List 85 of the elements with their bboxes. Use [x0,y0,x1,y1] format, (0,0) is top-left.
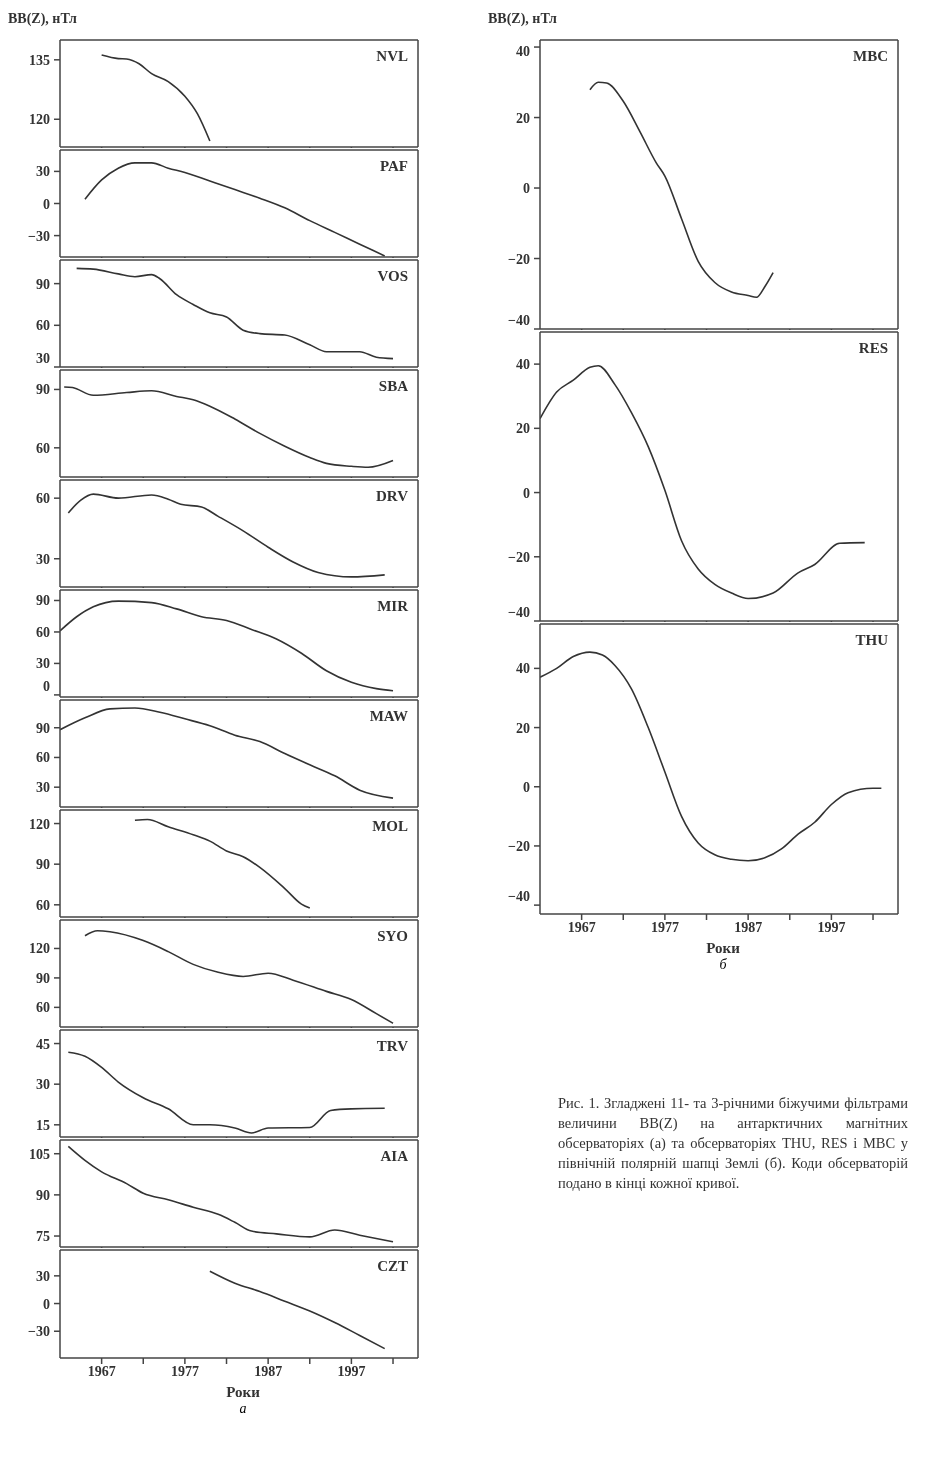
text: MAW [369,708,408,725]
line-series [540,364,866,600]
y-tick-label: 60 [36,750,50,766]
text: AIA [380,1148,408,1165]
y-tick-label: 20 [516,720,530,736]
x-axis-title: Роки [705,940,741,957]
y-tick-label: 120 [29,816,50,832]
y-tick-label: 0 [523,485,530,501]
text: MBC [853,48,888,65]
y-tick-label: 120 [29,112,50,128]
y-tick-label: 45 [36,1036,50,1052]
x-tick-label: 1997 [337,1363,366,1379]
y-tick-label: 60 [36,624,50,640]
y-tick-label: 30 [36,656,50,672]
y-tick-label: 90 [36,970,50,986]
y-tick-label: 60 [36,440,50,456]
y-tick-label: 90 [36,720,50,736]
y-tick-label: −20 [508,838,530,854]
text: DRV [376,488,408,505]
y-tick-label: 120 [29,941,50,957]
text: MOL [372,818,408,835]
text: CZT [377,1258,408,1275]
y-tick-label: 135 [29,52,50,68]
y-tick-label: 0 [43,196,50,212]
y-tick-label: 90 [36,1187,50,1203]
line-series [134,818,311,909]
x-tick-label: 1977 [650,919,679,935]
y-tick-label: 40 [516,44,530,60]
y-tick-label: 30 [36,351,50,366]
text: VOS [377,268,408,285]
text: THU [855,632,888,649]
y-tick-label: 40 [516,661,530,677]
text: SYO [377,928,408,945]
y-tick-label: 30 [36,164,50,180]
x-tick-label: 1987 [734,919,763,935]
text: б [718,957,728,973]
y-tick-label: 60 [36,1000,50,1016]
line-series [540,651,883,862]
text: а [238,1401,248,1417]
y-tick-label: −40 [508,313,530,328]
x-tick-label: 1997 [817,919,846,935]
y-tick-label: −30 [28,1324,50,1340]
y-axis-title: ВВ(Z), нТл [488,10,558,28]
y-tick-label: 60 [36,491,50,507]
y-tick-label: 60 [36,318,50,334]
x-tick-label: 1967 [87,1363,116,1379]
y-tick-label: −40 [508,889,530,905]
y-tick-label: 90 [36,382,50,398]
y-tick-label: 15 [36,1117,50,1133]
x-tick-label: 1967 [567,919,596,935]
y-tick-label: 90 [36,857,50,873]
y-tick-label: 30 [36,1268,50,1284]
text: TRV [376,1038,408,1055]
y-tick-label: 0 [43,1296,50,1312]
x-tick-label: 1987 [254,1363,283,1379]
y-tick-label: −30 [28,228,50,244]
x-tick-label: 1977 [170,1363,199,1379]
text: RES [858,340,888,357]
line-series [209,1270,386,1350]
text: Рис. 1. Згладжені 11- та 3-річними біжучими фільтрами величини ВВ(Z) на антарктичних магнітних обсерваторіях (а) та обсерваторіях THU, RES і MBC у північній полярній шапці Землі (б). Коди обсерваторій подано в кінці кожної кривої. [558,1094,908,1193]
y-tick-label: 105 [29,1146,50,1162]
x-axis-title: Роки [225,1384,261,1401]
text: NVL [376,48,408,65]
y-tick-label: −20 [508,251,530,267]
text: MIR [377,598,408,615]
y-tick-label: 90 [36,276,50,292]
line-series [100,54,211,142]
y-tick-label: −40 [508,605,530,620]
y-tick-label: 30 [36,1077,50,1093]
y-tick-label: 30 [36,780,50,796]
y-tick-label: 30 [36,551,50,567]
y-tick-label: 75 [36,1229,50,1245]
text: PAF [379,158,408,175]
y-tick-label: 60 [36,897,50,913]
y-tick-label: 90 [36,593,50,609]
y-tick-label: 20 [516,110,530,126]
y-tick-label: 0 [43,678,50,694]
y-tick-label: 40 [516,357,530,373]
line-series [67,1051,386,1134]
y-tick-label: 20 [516,421,530,437]
text: SBA [378,378,408,395]
y-tick-label: −20 [508,549,530,565]
y-axis-title: ВВ(Z), нТл [8,10,78,28]
y-tick-label: 0 [523,181,530,197]
y-tick-label: 0 [523,779,530,795]
